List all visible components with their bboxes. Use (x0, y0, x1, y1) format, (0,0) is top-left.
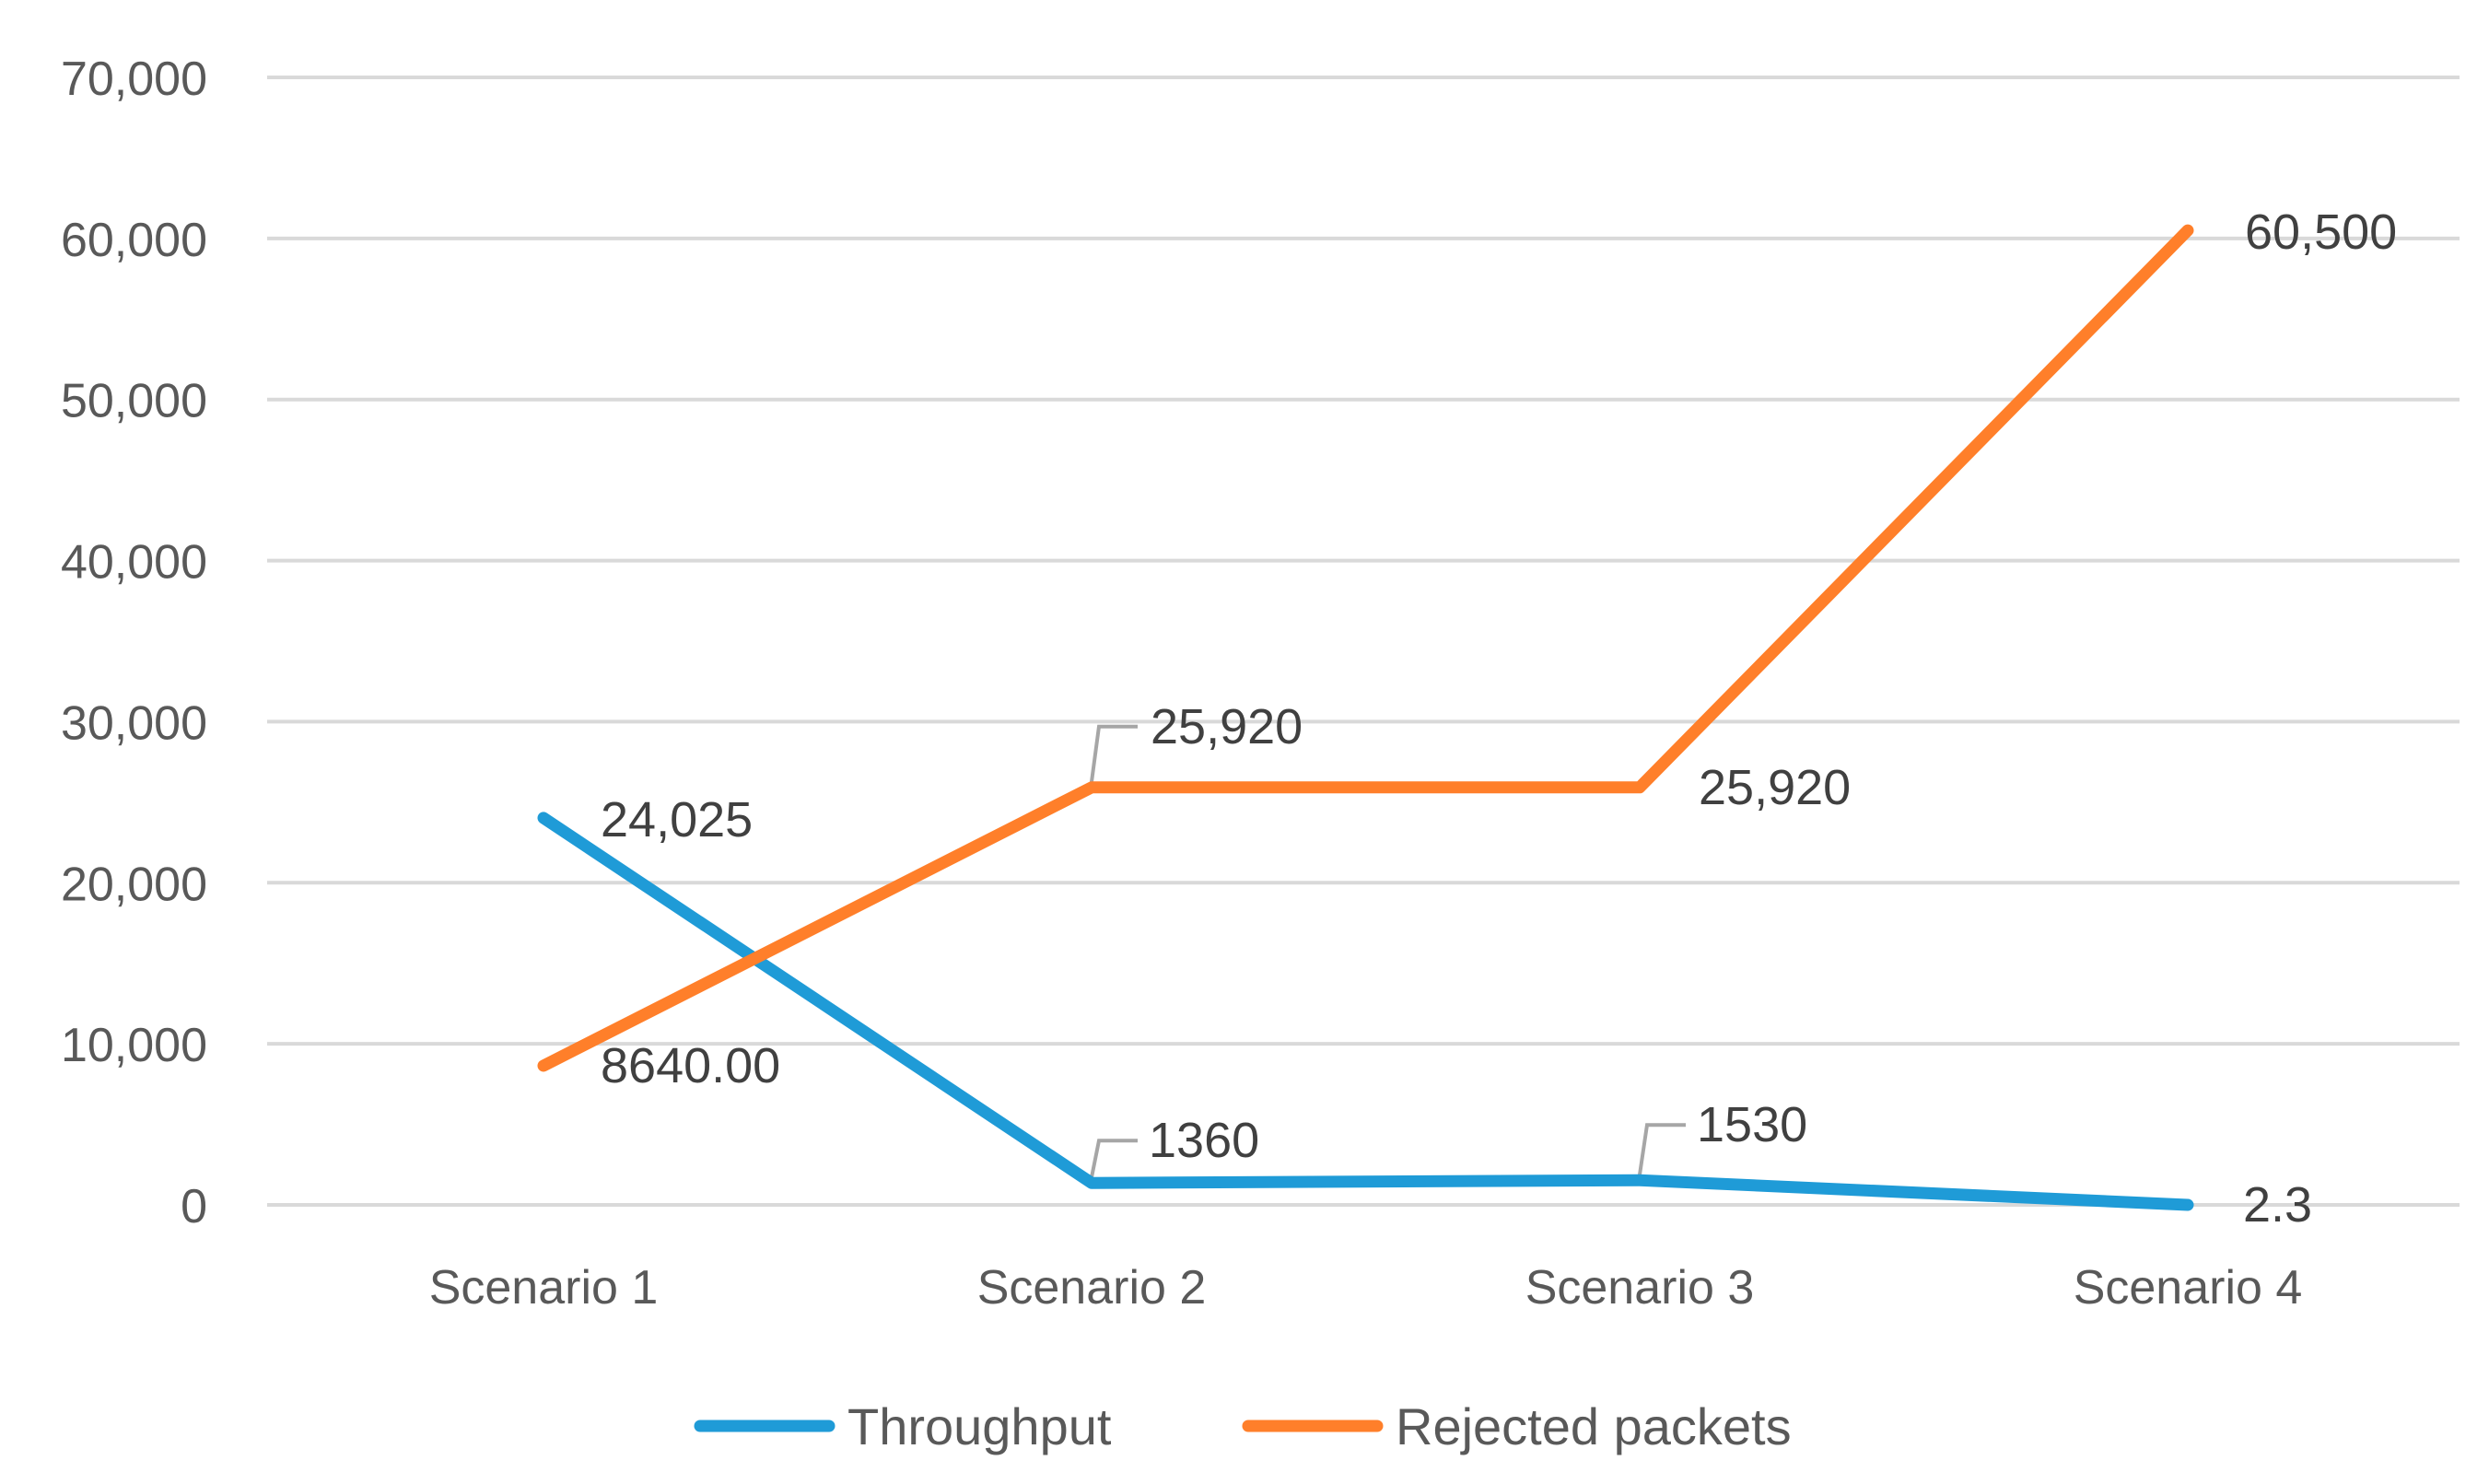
data-label-leader-lines (1090, 724, 1686, 1178)
data-labels: 24,025 1360 1530 2.3 8640.00 25,920 25,920 60,5… (601, 204, 2397, 1233)
data-label-throughput: 1360 (1149, 1113, 1259, 1168)
data-label-rejected-packets: 25,920 (1151, 699, 1303, 754)
x-tick-label: Scenario 1 (429, 1261, 659, 1315)
data-label-throughput: 24,025 (601, 792, 753, 847)
data-label-throughput: 1530 (1697, 1097, 1807, 1152)
data-label-rejected-packets: 8640.00 (601, 1038, 780, 1093)
y-tick-label: 70,000 (61, 53, 207, 106)
data-label-throughput: 2.3 (2243, 1177, 2312, 1233)
y-tick-label: 60,000 (61, 214, 207, 267)
leader-line (1638, 1123, 1686, 1175)
y-tick-label: 50,000 (61, 375, 207, 428)
leader-line (1090, 724, 1138, 783)
x-tick-label: Scenario 4 (2074, 1261, 2303, 1315)
y-tick-label: 0 (181, 1180, 207, 1233)
y-tick-label: 20,000 (61, 858, 207, 911)
y-tick-label: 40,000 (61, 536, 207, 590)
series-lines (537, 224, 2194, 1211)
x-axis-tick-labels: Scenario 1 Scenario 2 Scenario 3 Scenario 4 (429, 1261, 2303, 1315)
leader-line (1090, 1139, 1138, 1178)
y-tick-label: 30,000 (61, 696, 207, 750)
legend: Throughput Rejected packets (694, 1397, 1792, 1455)
y-tick-label: 10,000 (61, 1019, 207, 1072)
data-label-rejected-packets: 60,500 (2245, 204, 2397, 260)
x-tick-label: Scenario 2 (977, 1261, 1207, 1315)
series-line-throughput (537, 812, 2194, 1211)
legend-label-rejected-packets: Rejected packets (1396, 1397, 1792, 1455)
data-label-rejected-packets: 25,920 (1699, 760, 1851, 815)
series-line-rejected-packets (537, 224, 2194, 1072)
legend-label-throughput: Throughput (847, 1397, 1112, 1455)
y-axis-tick-labels: 0 10,000 20,000 30,000 40,000 50,000 60,000 70,… (61, 53, 207, 1233)
x-tick-label: Scenario 3 (1525, 1261, 1755, 1315)
